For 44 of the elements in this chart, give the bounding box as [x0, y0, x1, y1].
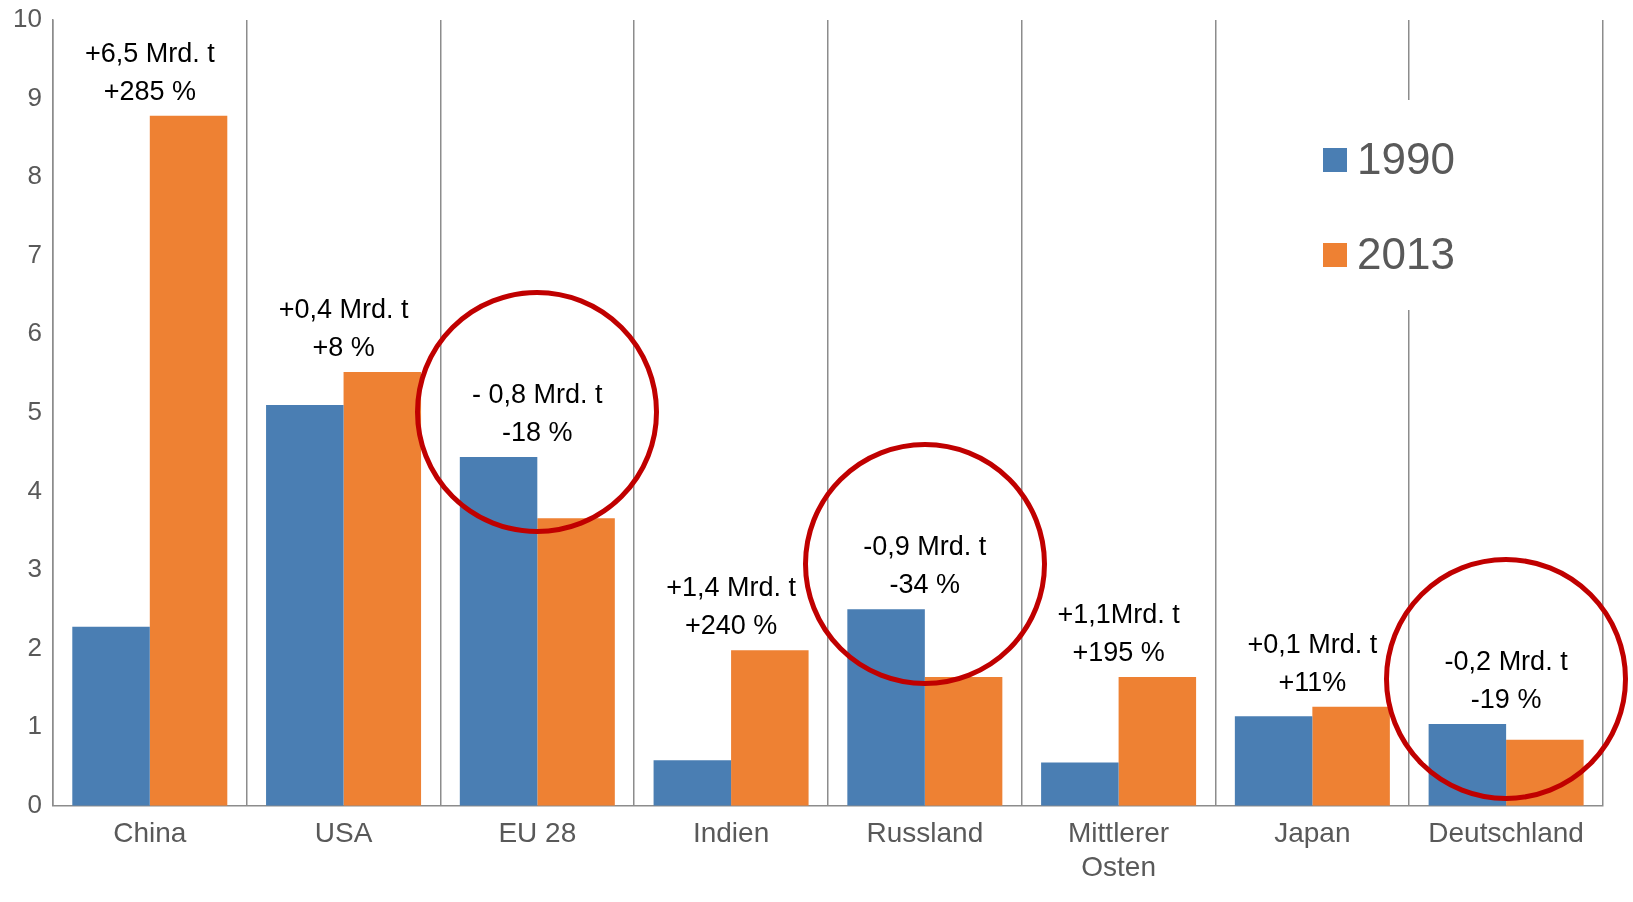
bar — [924, 676, 1003, 806]
annotation: +1,1Mrd. t +195 % — [1057, 598, 1181, 667]
annotation: +0,1 Mrd. t +11% — [1247, 628, 1378, 697]
bar — [1312, 706, 1390, 806]
annotation: +1,4 Mrd. t +240 % — [666, 572, 797, 641]
bar — [653, 760, 732, 806]
y-tick-label: 8 — [27, 160, 42, 191]
legend-label: 1990 — [1357, 134, 1455, 184]
bar — [1234, 716, 1313, 806]
annotation: -0,9 Mrd. t -34 % — [863, 531, 987, 600]
y-tick-label: 1 — [27, 710, 42, 741]
annotation: - 0,8 Mrd. t -18 % — [472, 378, 604, 447]
y-tick-label: 4 — [27, 474, 42, 505]
x-tick-label: Japan — [1274, 817, 1351, 849]
x-tick-label: Mittlerer Osten — [1068, 817, 1170, 882]
bar — [731, 650, 809, 806]
y-tick-label: 3 — [27, 553, 42, 584]
bar — [1118, 676, 1197, 806]
x-tick-label: Russland — [866, 817, 984, 849]
x-tick-label: Indien — [692, 817, 770, 849]
y-tick-label: 6 — [27, 317, 42, 348]
bar — [343, 372, 422, 806]
x-tick-label: USA — [314, 817, 373, 849]
bar — [847, 609, 925, 806]
x-tick-label: Deutschland — [1428, 817, 1584, 849]
annotation: +0,4 Mrd. t +8 % — [278, 293, 409, 362]
x-tick-label: China — [113, 817, 187, 849]
y-tick-label: 9 — [27, 81, 42, 112]
bar — [1428, 724, 1507, 806]
y-tick-label: 2 — [27, 631, 42, 662]
y-tick-label: 7 — [27, 238, 42, 269]
y-tick-label: 0 — [27, 788, 42, 819]
annotation: -0,2 Mrd. t -19 % — [1444, 646, 1569, 715]
bar — [537, 518, 615, 806]
bar — [1041, 762, 1119, 806]
legend-label: 2013 — [1357, 229, 1455, 279]
y-tick-label: 5 — [27, 396, 42, 427]
bar — [72, 626, 150, 806]
annotation: +6,5 Mrd. t +285 % — [84, 37, 216, 106]
bar — [459, 456, 538, 806]
bar — [149, 115, 228, 806]
x-tick-label: EU 28 — [498, 817, 577, 849]
bar — [266, 405, 344, 806]
y-tick-label: 10 — [13, 3, 42, 34]
